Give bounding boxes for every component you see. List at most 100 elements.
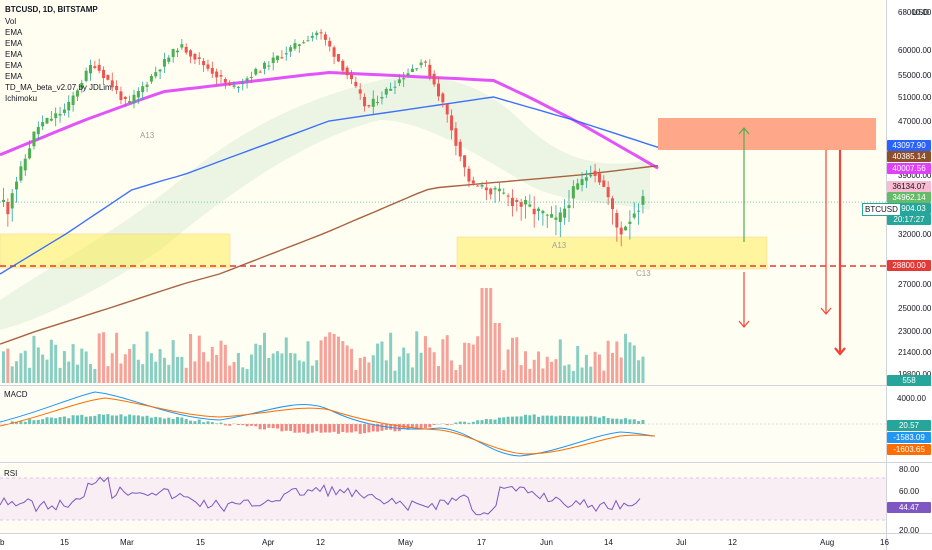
volume-bar [297, 360, 301, 383]
volume-bar [289, 352, 293, 383]
down-arrow-mid-head [820, 307, 832, 315]
candle-body [384, 88, 388, 95]
volume-bar [167, 364, 171, 383]
macd-histogram-bar [471, 421, 475, 424]
macd-histogram-bar [637, 421, 641, 424]
candle-body [249, 76, 253, 78]
candle-body [637, 210, 641, 212]
macd-histogram-bar [102, 414, 106, 424]
volume-bar [58, 367, 62, 383]
macd-badge: 20.57 [887, 420, 931, 431]
volume-bar [32, 335, 36, 383]
volume-bar [102, 332, 106, 383]
time-tick-label: 12 [316, 538, 325, 547]
down-arrow-short-head [738, 320, 750, 328]
candle-body [23, 158, 27, 171]
candle-body [2, 199, 5, 203]
candle-body [563, 208, 567, 218]
candle-body [350, 74, 353, 80]
macd-histogram-bar [615, 418, 619, 424]
td-label: A13 [552, 241, 567, 250]
volume-bar [241, 367, 245, 383]
price-tick-label: 60000.00 [898, 46, 932, 55]
volume-bar [402, 347, 406, 383]
macd-histogram-bar [415, 424, 419, 429]
candle-body [236, 86, 240, 88]
candle-body [19, 166, 23, 181]
indicator-legend-item[interactable]: EMA [5, 72, 23, 81]
volume-bar [371, 355, 375, 383]
indicator-legend-item[interactable]: Vol [5, 17, 17, 26]
volume-bar [28, 367, 32, 383]
macd-histogram-bar [310, 424, 314, 433]
volume-bar [484, 288, 488, 383]
volume-bar [302, 361, 306, 383]
macd-title[interactable]: MACD [4, 390, 28, 399]
macd-histogram-bar [476, 420, 480, 424]
volume-bar [193, 361, 197, 383]
volume-bar [567, 364, 571, 383]
macd-histogram-bar [71, 415, 75, 424]
volume-bar [524, 351, 527, 383]
macd-histogram-bar [62, 416, 66, 424]
volume-bar [363, 356, 367, 383]
candle-body [189, 50, 193, 57]
indicator-legend-item[interactable]: EMA [5, 50, 23, 59]
candle-body [323, 34, 327, 40]
volume-bar [45, 359, 49, 383]
candle-body [41, 122, 45, 127]
volume-bar [62, 351, 66, 383]
time-tick-label: May [398, 538, 413, 547]
time-tick-label: 16 [880, 538, 889, 547]
indicator-legend-item[interactable]: EMA [5, 39, 23, 48]
volume-bar [19, 353, 23, 383]
macd-histogram-bar [363, 424, 367, 434]
volume-bar [284, 337, 288, 383]
time-tick-label: 15 [60, 538, 69, 547]
volume-bar [54, 344, 58, 383]
candle-body [102, 69, 106, 79]
symbol-title[interactable]: BTCUSD, 1D, BITSTAMP [5, 5, 98, 14]
candle-body [476, 185, 480, 187]
volume-bar [271, 353, 275, 383]
price-tick-label: 25000.00 [898, 304, 932, 313]
volume-bar [497, 323, 501, 383]
macd-histogram-bar [423, 424, 427, 429]
indicator-legend-item[interactable]: EMA [5, 28, 23, 37]
macd-histogram-bar [480, 420, 484, 424]
volume-bar [15, 361, 19, 383]
indicator-legend-item[interactable]: TD_MA_beta_v2.07 by JDLim [5, 83, 112, 92]
volume-bar [215, 354, 219, 383]
candle-body [441, 93, 445, 103]
volume-bar [406, 353, 410, 383]
rsi-title[interactable]: RSI [4, 469, 18, 478]
macd-histogram-bar [332, 424, 336, 432]
macd-histogram-bar [115, 415, 119, 424]
candle-body [32, 131, 36, 147]
candle-body [515, 200, 519, 203]
candle-body [28, 148, 32, 159]
volume-bar [206, 361, 210, 383]
volume-layer [2, 288, 645, 383]
macd-histogram-bar [315, 424, 319, 432]
volume-bar [384, 360, 388, 383]
indicator-legend-item[interactable]: EMA [5, 61, 23, 70]
volume-bar [632, 345, 636, 383]
volume-bar [106, 366, 110, 383]
td-label: A13 [140, 131, 155, 140]
candle-body [197, 57, 201, 59]
volume-bar [254, 343, 258, 383]
target-zone [658, 118, 876, 150]
macd-histogram-bar [249, 424, 253, 426]
macd-histogram-bar [532, 414, 536, 424]
candle-body [75, 90, 79, 97]
macd-pane [0, 391, 886, 457]
macd-histogram-bar [284, 424, 288, 431]
macd-histogram-bar [162, 418, 166, 424]
indicator-legend-item[interactable]: Ichimoku [5, 94, 38, 103]
macd-histogram-bar [49, 417, 53, 424]
volume-bar [641, 356, 645, 383]
candle-body [437, 83, 440, 97]
